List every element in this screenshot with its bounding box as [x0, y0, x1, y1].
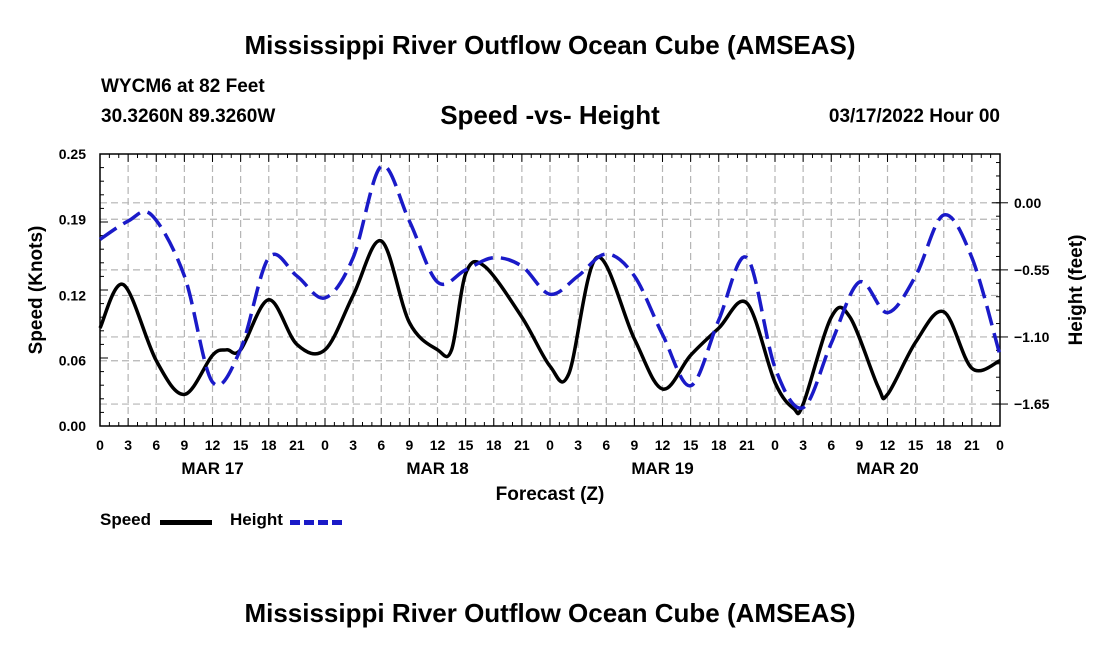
y-tick-label-left: 0.19 [59, 211, 86, 227]
x-tick-label: 0 [321, 437, 329, 453]
main-title: Mississippi River Outflow Ocean Cube (AM… [244, 30, 856, 60]
y-tick-label-left: 0.00 [59, 418, 86, 434]
legend-speed-label: Speed [100, 510, 152, 529]
footer-title: Mississippi River Outflow Ocean Cube (AM… [244, 598, 856, 628]
x-tick-label: 0 [771, 437, 779, 453]
x-day-label: MAR 20 [856, 459, 918, 478]
x-day-label: MAR 18 [406, 459, 468, 478]
x-tick-label: 9 [405, 437, 413, 453]
station-name: WYCM6 at 82 Feet [101, 76, 265, 97]
speed-height-chart: 0.00 0.06 0.12 0.19 0.25 0.00 −0.55 −1.10 −1.65 0… [26, 146, 1087, 505]
x-tick-label: 3 [574, 437, 582, 453]
forecast-datetime: 03/17/2022 Hour 00 [828, 106, 1000, 127]
plot-title: Speed -vs- Height [0, 100, 1100, 131]
x-tick-label: 15 [458, 437, 474, 453]
x-tick-label: 0 [96, 437, 104, 453]
x-tick-label: 0 [546, 437, 554, 453]
x-tick-label: 12 [880, 437, 896, 453]
x-tick-label: 21 [514, 437, 530, 453]
x-tick-label: 18 [711, 437, 727, 453]
station-coordinates: 30.3260N 89.3260W [101, 106, 276, 127]
x-tick-label: 15 [908, 437, 924, 453]
y-tick-label-right: 0.00 [1014, 195, 1041, 211]
x-tick-label: 9 [630, 437, 638, 453]
x-tick-label: 12 [430, 437, 446, 453]
x-tick-label: 6 [377, 437, 385, 453]
x-day-label: MAR 19 [631, 459, 693, 478]
y-axis-title-right: Height (feet) [1066, 235, 1087, 346]
x-tick-label: 15 [683, 437, 699, 453]
x-tick-label: 6 [152, 437, 160, 453]
plot-title-text: Speed -vs- Height [440, 100, 660, 130]
y-tick-label-left: 0.25 [59, 146, 86, 162]
x-tick-label: 15 [233, 437, 249, 453]
x-axis-title: Forecast (Z) [496, 484, 605, 505]
y-tick-label-left: 0.12 [59, 287, 86, 303]
x-tick-label: 9 [855, 437, 863, 453]
x-tick-label: 18 [936, 437, 952, 453]
x-tick-label: 12 [205, 437, 221, 453]
legend-speed-swatch [160, 520, 212, 525]
x-tick-label: 6 [827, 437, 835, 453]
series-line-height [99, 164, 1002, 410]
x-tick-label: 21 [289, 437, 305, 453]
legend-height-label: Height [230, 510, 283, 529]
x-tick-label: 9 [180, 437, 188, 453]
x-tick-label: 21 [739, 437, 755, 453]
x-tick-label: 3 [799, 437, 807, 453]
x-tick-label: 18 [261, 437, 277, 453]
x-tick-label: 3 [124, 437, 132, 453]
x-tick-label: 12 [655, 437, 671, 453]
y-tick-label-right: −1.10 [1014, 329, 1050, 345]
x-tick-label: 18 [486, 437, 502, 453]
x-tick-label: 6 [602, 437, 610, 453]
y-tick-label-left: 0.06 [59, 353, 86, 369]
y-axis-title-left: Speed (Knots) [26, 226, 47, 355]
legend-height-swatch [290, 520, 342, 525]
y-tick-label-right: −1.65 [1014, 396, 1050, 412]
x-tick-label: 0 [996, 437, 1004, 453]
x-tick-label: 3 [349, 437, 357, 453]
y-tick-label-right: −0.55 [1014, 262, 1050, 278]
x-day-label: MAR 17 [181, 459, 243, 478]
x-tick-label: 21 [964, 437, 980, 453]
